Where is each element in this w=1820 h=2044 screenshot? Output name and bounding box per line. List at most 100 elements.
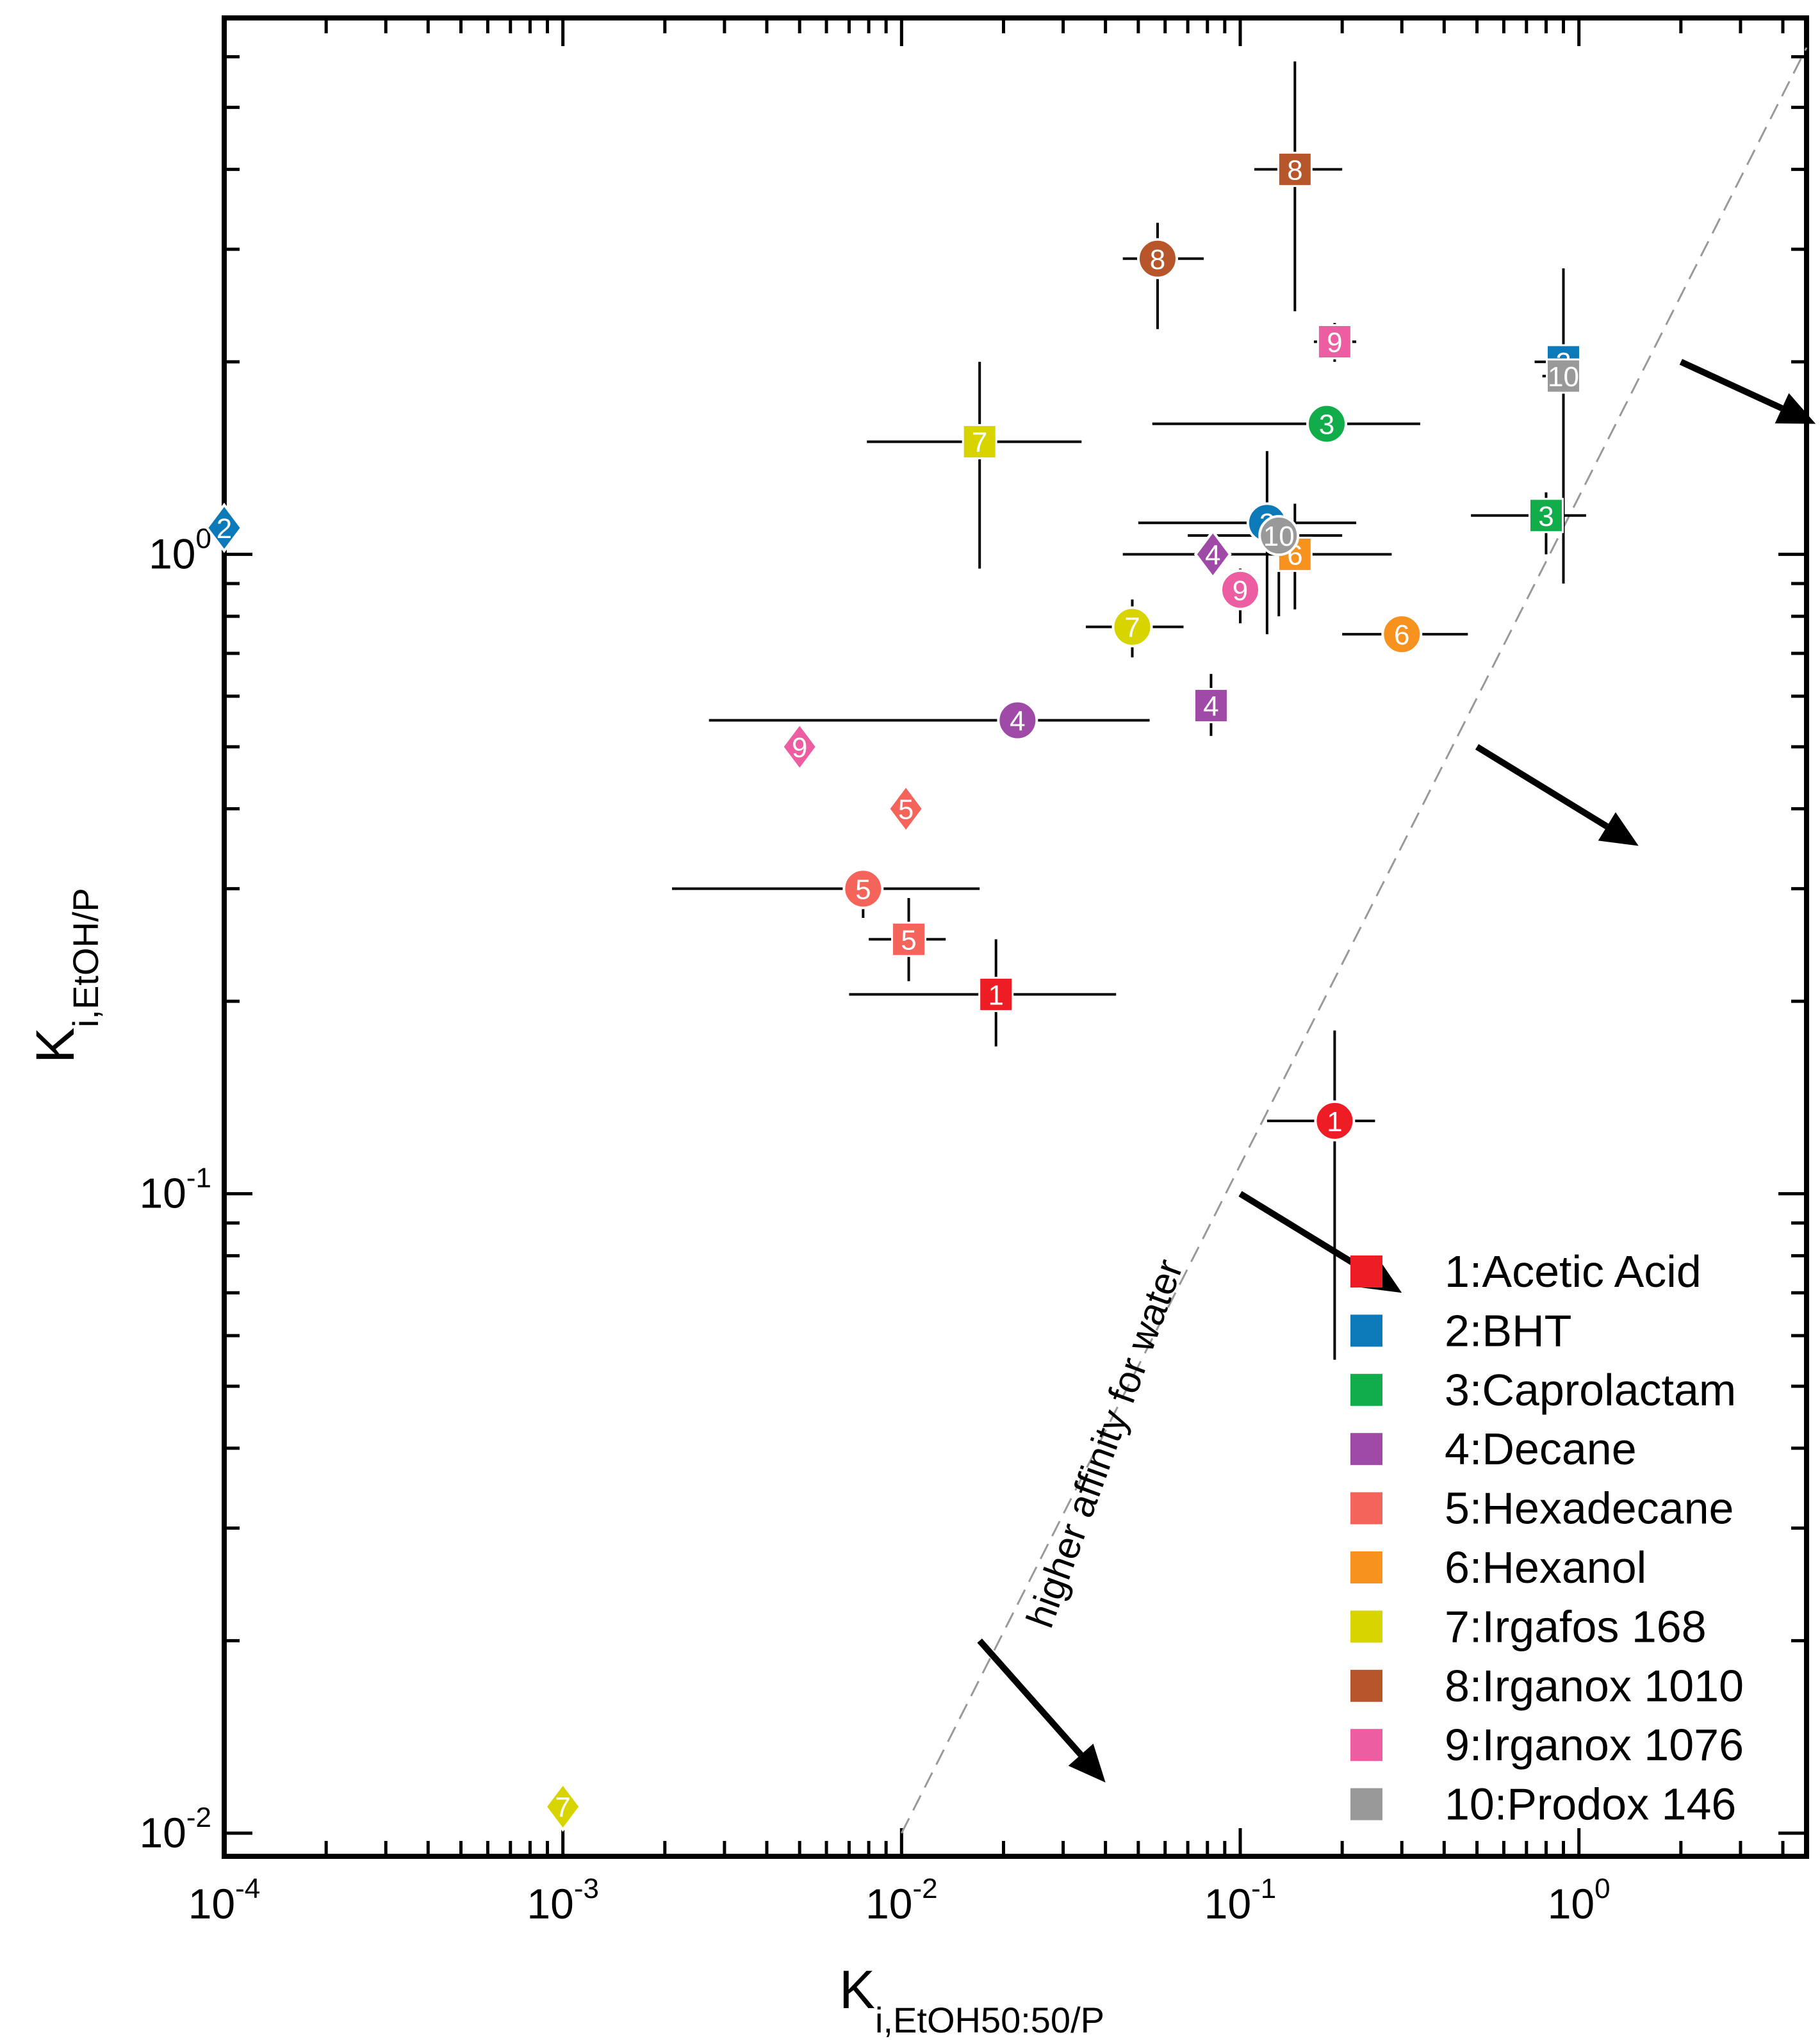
x-tick-exponent: -2 [912,1873,937,1904]
data-point-circle: 7 [1111,606,1153,648]
point-label: 7 [972,427,987,459]
legend-swatch [1350,1492,1382,1525]
circle-marker [842,868,884,910]
reference-line-group [901,47,1808,1834]
point-label: 9 [792,732,807,764]
x-axis-label-sub: i,EtOH50:50/P [875,2000,1104,2040]
point-label: 7 [555,1792,570,1824]
legend-label: 6:Hexanol [1445,1542,1646,1592]
reference-line [901,47,1808,1834]
x-tick-label: 10-3 [527,1873,599,1927]
legend-item: 10:Prodox 146 [1350,1779,1736,1829]
y-tick-exponent: -1 [186,1163,211,1194]
square-marker [1316,324,1352,360]
legend-item: 8:Irganox 1010 [1350,1661,1744,1711]
x-axis-label-main: K [839,1959,875,2020]
data-point-circle: 5 [842,868,884,910]
legend-label: 4:Decane [1445,1424,1637,1474]
x-tick-label: 100 [1548,1873,1611,1927]
data-point-diamond: 9 [780,721,819,773]
point-label: 4 [1010,706,1025,737]
y-tick-base: 10 [149,530,195,577]
data-point-square: 4 [1193,688,1229,724]
legend-item: 1:Acetic Acid [1350,1247,1701,1296]
legend-item: 4:Decane [1350,1424,1637,1474]
data-point-square: 9 [1316,324,1352,360]
point-label: 3 [1538,501,1554,532]
axis-ticks [222,18,1807,1856]
x-tick-base: 10 [1548,1880,1595,1927]
x-tick-exponent: -3 [574,1873,599,1904]
point-label: 8 [1287,154,1302,186]
legend-label: 3:Caprolactam [1445,1365,1736,1415]
legend-item: 5:Hexadecane [1350,1484,1734,1533]
legend-swatch [1350,1551,1382,1583]
legend-swatch [1350,1373,1382,1406]
circle-marker [1381,614,1423,655]
legend-swatch [1350,1669,1382,1702]
point-label: 1 [1327,1106,1342,1138]
legend-label: 1:Acetic Acid [1445,1247,1701,1296]
legend-swatch [1350,1788,1382,1820]
data-point-square: 7 [962,424,997,460]
error-bars [672,61,1586,1360]
y-axis-label-sub: i,EtOH/P [65,888,106,1027]
arrow [977,1639,1106,1783]
x-tick-base: 10 [188,1880,235,1927]
data-point-square: 8 [1277,151,1313,187]
data-point-circle: 4 [997,699,1038,741]
arrow-head [1775,393,1816,424]
data-point-square: 10 [1545,358,1581,394]
circle-marker [1258,515,1300,557]
data-point-square: 3 [1528,498,1564,534]
x-tick-exponent: -1 [1251,1873,1276,1904]
square-marker [1277,151,1313,187]
circle-marker [997,699,1038,741]
legend-label: 5:Hexadecane [1445,1484,1734,1533]
x-tick-exponent: -4 [235,1873,260,1904]
arrow-shaft [1238,1191,1372,1277]
point-label: 7 [1124,612,1140,644]
legend-item: 7:Irgafos 168 [1350,1601,1707,1651]
arrow-shaft [1475,744,1609,830]
arrow [1475,744,1639,846]
square-marker [1545,358,1581,394]
diamond-marker [205,502,243,553]
x-tick-label: 10-4 [188,1873,261,1927]
y-tick-label: 10-1 [139,1163,211,1217]
y-tick-base: 10 [139,1170,186,1217]
data-point-square: 1 [978,976,1014,1012]
circle-marker [1136,238,1178,279]
arrow [1679,359,1816,424]
legend-item: 3:Caprolactam [1350,1365,1736,1415]
x-tick-exponent: 0 [1595,1873,1610,1904]
y-tick-label: 10-2 [139,1802,211,1856]
data-point-circle: 8 [1136,238,1178,279]
legend-swatch [1350,1729,1382,1762]
square-marker [962,424,997,460]
x-tick-labels: 10-4 10-3 10-2 10-1 100 [188,1873,1611,1927]
legend: 1:Acetic Acid 2:BHT 3:Caprolactam 4:Decane 5… [1350,1247,1744,1829]
legend-item: 6:Hexanol [1350,1542,1646,1592]
data-point-square: 5 [891,921,927,957]
x-tick-label: 10-2 [865,1873,938,1927]
point-label: 6 [1394,619,1409,651]
point-label: 8 [1150,244,1165,275]
y-tick-exponent: -2 [186,1802,211,1833]
point-label: 4 [1205,539,1220,571]
legend-label: 9:Irganox 1076 [1445,1720,1744,1770]
arrow-shaft [977,1639,1083,1757]
point-label: 1 [988,979,1003,1011]
data-point-circle: 6 [1381,614,1423,655]
x-axis-label: Ki,EtOH50:50/P [839,1959,1104,2040]
data-point-diamond: 7 [544,1781,582,1832]
plot-frame [222,15,1809,1859]
legend-label: 7:Irgafos 168 [1445,1601,1707,1651]
point-label: 9 [1233,575,1248,607]
point-label: 5 [898,794,914,826]
point-label: 5 [855,874,871,905]
circle-marker [1111,606,1153,648]
legend-label: 8:Irganox 1010 [1445,1661,1744,1711]
data-point-circle: 1 [1314,1100,1356,1141]
